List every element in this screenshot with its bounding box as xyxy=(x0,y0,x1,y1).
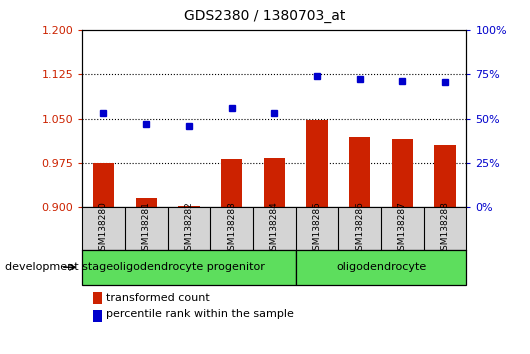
Bar xyxy=(296,250,466,285)
Bar xyxy=(263,158,285,207)
Bar xyxy=(435,145,456,207)
Text: GSM138285: GSM138285 xyxy=(313,201,322,256)
Bar xyxy=(82,250,296,285)
Text: GSM138281: GSM138281 xyxy=(142,201,151,256)
Text: GDS2380 / 1380703_at: GDS2380 / 1380703_at xyxy=(184,9,346,23)
Bar xyxy=(392,139,413,207)
Text: development stage: development stage xyxy=(5,262,113,272)
Text: GSM138288: GSM138288 xyxy=(440,201,449,256)
Text: GSM138286: GSM138286 xyxy=(355,201,364,256)
Text: percentile rank within the sample: percentile rank within the sample xyxy=(106,309,294,319)
Bar xyxy=(178,206,200,207)
Bar xyxy=(93,310,102,322)
Text: GSM138287: GSM138287 xyxy=(398,201,407,256)
Text: GSM138283: GSM138283 xyxy=(227,201,236,256)
Text: GSM138284: GSM138284 xyxy=(270,201,279,256)
Bar xyxy=(136,198,157,207)
Text: GSM138282: GSM138282 xyxy=(184,201,193,256)
Text: oligodendrocyte: oligodendrocyte xyxy=(336,262,426,272)
Text: oligodendrocyte progenitor: oligodendrocyte progenitor xyxy=(113,262,265,272)
Text: GSM138280: GSM138280 xyxy=(99,201,108,256)
Bar xyxy=(93,163,114,207)
Bar xyxy=(221,159,242,207)
Text: transformed count: transformed count xyxy=(106,293,210,303)
Bar xyxy=(93,292,102,304)
Bar xyxy=(306,120,328,207)
Bar xyxy=(349,137,370,207)
